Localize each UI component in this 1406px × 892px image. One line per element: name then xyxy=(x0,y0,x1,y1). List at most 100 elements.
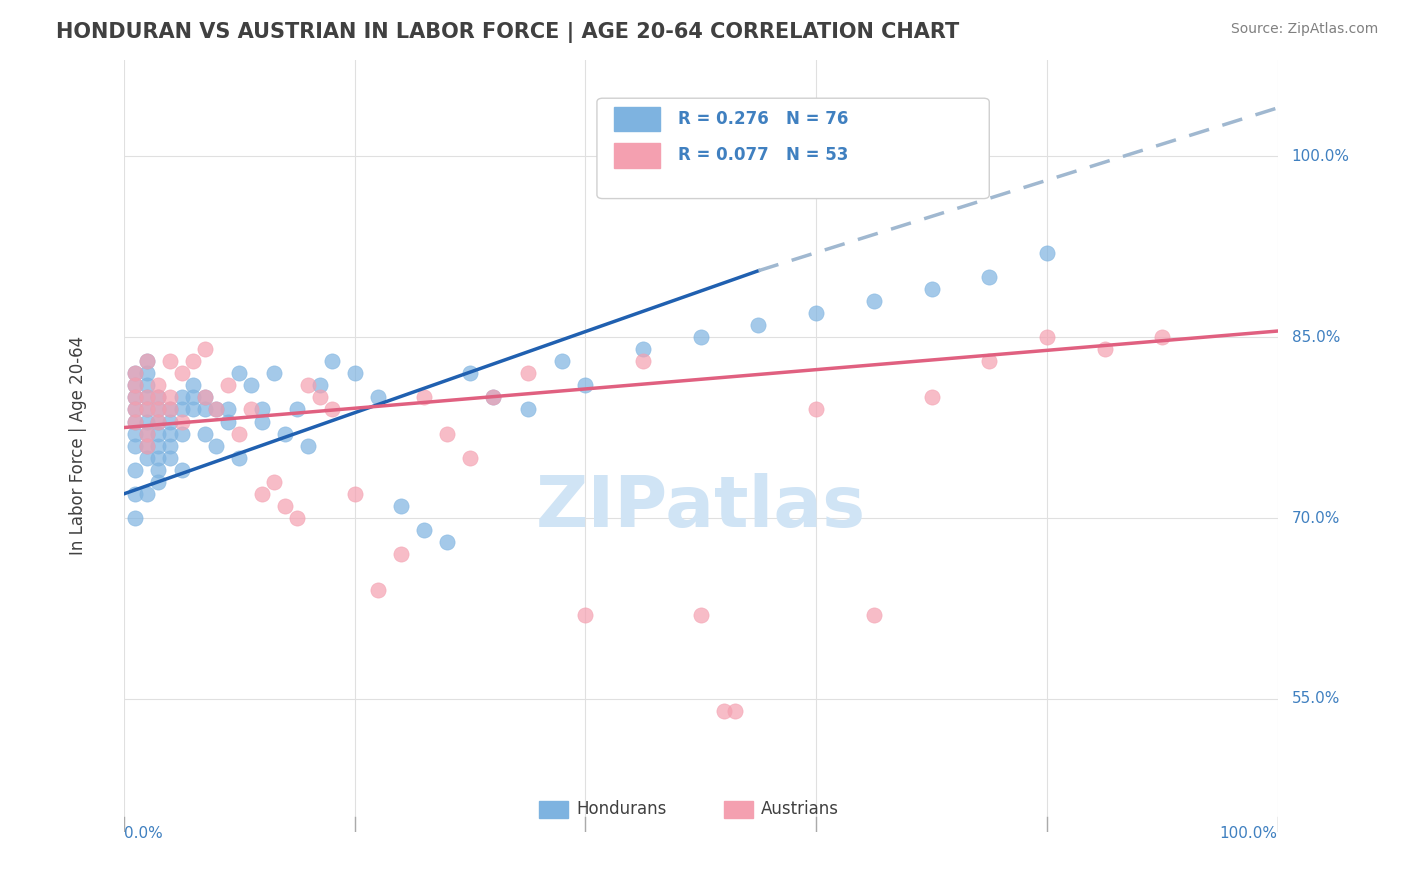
Point xyxy=(252,487,274,501)
Point xyxy=(194,402,217,417)
Point xyxy=(367,391,389,405)
Point xyxy=(181,402,204,417)
Point xyxy=(228,426,250,441)
Text: 55.0%: 55.0% xyxy=(1292,691,1340,706)
Point xyxy=(689,607,711,622)
Point xyxy=(135,402,157,417)
Point xyxy=(181,391,204,405)
Point xyxy=(148,415,170,429)
Point xyxy=(436,535,458,549)
Point xyxy=(124,378,146,392)
Point xyxy=(135,426,157,441)
Point xyxy=(170,366,193,380)
Point xyxy=(170,402,193,417)
Point xyxy=(631,354,654,368)
Point xyxy=(124,511,146,525)
Point xyxy=(148,415,170,429)
Point xyxy=(274,426,297,441)
Point xyxy=(309,391,332,405)
Text: Austrians: Austrians xyxy=(761,800,839,818)
Point xyxy=(516,366,538,380)
Point xyxy=(205,402,228,417)
Point xyxy=(574,607,596,622)
Point xyxy=(217,402,239,417)
Point xyxy=(321,354,343,368)
Point xyxy=(124,415,146,429)
Point xyxy=(979,354,1001,368)
Point xyxy=(148,450,170,465)
Point xyxy=(148,391,170,405)
Bar xyxy=(724,801,752,818)
Point xyxy=(159,415,181,429)
Point xyxy=(343,366,366,380)
Point xyxy=(170,415,193,429)
Point xyxy=(135,415,157,429)
Point xyxy=(135,450,157,465)
Point xyxy=(135,366,157,380)
Text: 85.0%: 85.0% xyxy=(1292,329,1340,344)
Point xyxy=(297,439,319,453)
Point xyxy=(436,426,458,441)
Point xyxy=(135,354,157,368)
Point xyxy=(804,402,827,417)
Point xyxy=(921,391,943,405)
Point xyxy=(321,402,343,417)
Point xyxy=(551,354,574,368)
Point xyxy=(367,583,389,598)
Point xyxy=(724,704,747,718)
Point xyxy=(458,450,481,465)
Point xyxy=(170,426,193,441)
Point xyxy=(863,607,886,622)
Point xyxy=(135,402,157,417)
Point xyxy=(804,306,827,320)
Point xyxy=(124,487,146,501)
Bar xyxy=(614,107,661,131)
Point xyxy=(1036,330,1059,344)
Point xyxy=(124,378,146,392)
Point xyxy=(148,475,170,489)
Point xyxy=(159,402,181,417)
Point xyxy=(148,391,170,405)
Point xyxy=(194,342,217,356)
Text: 70.0%: 70.0% xyxy=(1292,510,1340,525)
Text: 100.0%: 100.0% xyxy=(1220,826,1278,840)
Point xyxy=(263,366,285,380)
Point xyxy=(631,342,654,356)
Bar xyxy=(614,143,661,168)
Point xyxy=(124,366,146,380)
Point xyxy=(170,463,193,477)
Text: HONDURAN VS AUSTRIAN IN LABOR FORCE | AGE 20-64 CORRELATION CHART: HONDURAN VS AUSTRIAN IN LABOR FORCE | AG… xyxy=(56,22,959,44)
Text: Hondurans: Hondurans xyxy=(576,800,666,818)
Point xyxy=(124,463,146,477)
Point xyxy=(263,475,285,489)
Point xyxy=(482,391,505,405)
Point xyxy=(412,523,434,537)
Point xyxy=(228,450,250,465)
Point xyxy=(124,391,146,405)
Point xyxy=(148,439,170,453)
Point xyxy=(124,402,146,417)
Point xyxy=(921,282,943,296)
Point xyxy=(239,402,262,417)
Point xyxy=(148,378,170,392)
Point xyxy=(159,402,181,417)
Text: 0.0%: 0.0% xyxy=(124,826,163,840)
Point xyxy=(747,318,769,332)
Point xyxy=(217,415,239,429)
Point xyxy=(124,402,146,417)
Point xyxy=(124,426,146,441)
Point xyxy=(194,391,217,405)
Point xyxy=(194,391,217,405)
Point xyxy=(135,439,157,453)
Point xyxy=(979,269,1001,284)
Point xyxy=(689,330,711,344)
Point xyxy=(252,402,274,417)
Point xyxy=(205,402,228,417)
Point xyxy=(135,487,157,501)
Point xyxy=(205,439,228,453)
Point xyxy=(343,487,366,501)
Point xyxy=(148,402,170,417)
Point xyxy=(713,704,735,718)
Point xyxy=(217,378,239,392)
Point xyxy=(135,378,157,392)
